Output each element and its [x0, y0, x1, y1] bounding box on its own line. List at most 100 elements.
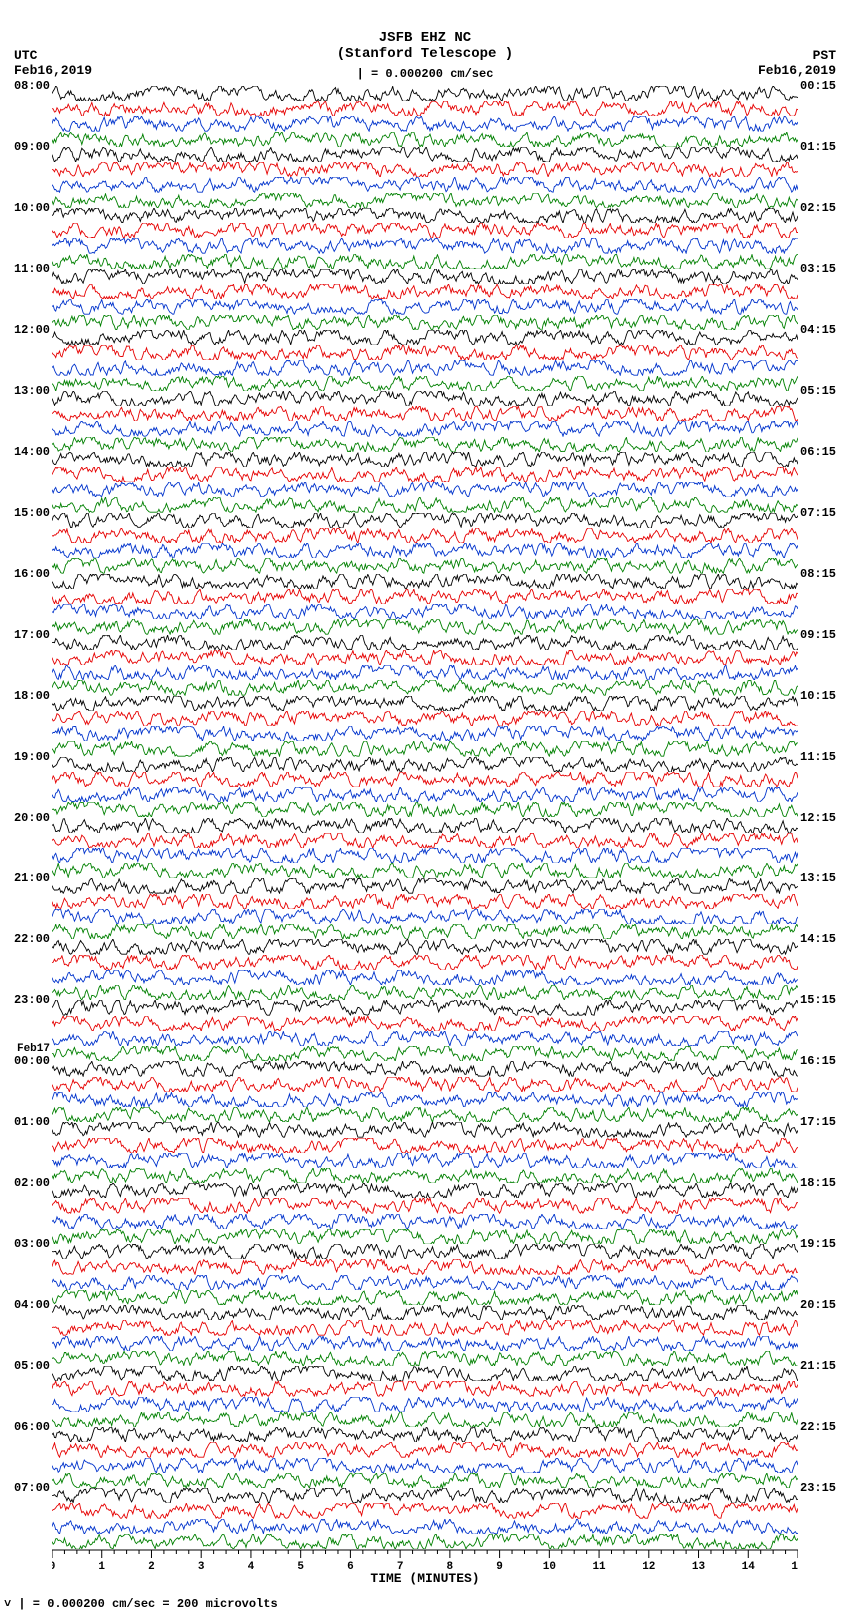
trace-row — [52, 955, 798, 970]
svg-text:5: 5 — [297, 1561, 304, 1571]
trace-row — [52, 254, 798, 269]
utc-hour-label: 20:00 — [14, 812, 50, 824]
trace-row — [52, 1168, 798, 1183]
trace-row — [52, 1320, 798, 1335]
trace-row — [52, 558, 798, 573]
utc-hour-label: 17:00 — [14, 629, 50, 641]
pst-hour-label: 21:15 — [800, 1360, 836, 1372]
trace-row — [52, 238, 798, 253]
utc-hour-label: 16:00 — [14, 568, 50, 580]
trace-row — [52, 391, 798, 406]
trace-row — [52, 1244, 798, 1259]
date-change-label: Feb17 — [17, 1043, 50, 1055]
svg-text:8: 8 — [447, 1561, 454, 1571]
pst-hour-label: 14:15 — [800, 933, 836, 945]
trace-row — [52, 1259, 798, 1274]
trace-row — [52, 1381, 798, 1396]
trace-row — [52, 1427, 798, 1442]
trace-row — [52, 894, 798, 909]
pst-hour-label: 19:15 — [800, 1238, 836, 1250]
utc-block: UTC Feb16,2019 — [14, 48, 92, 78]
trace-row — [52, 1077, 798, 1092]
trace-row — [52, 101, 798, 116]
trace-row — [52, 177, 798, 192]
utc-hour-label: 06:00 — [14, 1421, 50, 1433]
trace-row — [52, 162, 798, 177]
trace-row — [52, 696, 798, 711]
trace-row — [52, 741, 798, 756]
utc-hour-label: 23:00 — [14, 994, 50, 1006]
utc-hour-label: 02:00 — [14, 1177, 50, 1189]
trace-row — [52, 1290, 798, 1305]
trace-row — [52, 208, 798, 223]
trace-row — [52, 543, 798, 558]
trace-row — [52, 1046, 798, 1061]
trace-row — [52, 1503, 798, 1518]
svg-text:6: 6 — [347, 1561, 354, 1571]
pst-hour-label: 16:15 — [800, 1055, 836, 1067]
trace-row — [52, 223, 798, 238]
utc-hour-label: 07:00 — [14, 1482, 50, 1494]
svg-text:4: 4 — [248, 1561, 255, 1571]
pst-hour-label: 07:15 — [800, 507, 836, 519]
trace-row — [52, 284, 798, 299]
footer-scale: ˅ | = 0.000200 cm/sec = 200 microvolts — [4, 1597, 278, 1611]
trace-row — [52, 116, 798, 131]
trace-row — [52, 269, 798, 284]
svg-text:10: 10 — [543, 1561, 556, 1571]
utc-date: Feb16,2019 — [14, 63, 92, 78]
trace-row — [52, 665, 798, 680]
trace-row — [52, 1000, 798, 1015]
trace-row — [52, 437, 798, 452]
utc-hour-label: 13:00 — [14, 385, 50, 397]
svg-text:11: 11 — [592, 1561, 606, 1571]
pst-hour-label: 06:15 — [800, 446, 836, 458]
svg-text:15: 15 — [791, 1561, 798, 1571]
svg-text:1: 1 — [98, 1561, 105, 1571]
traces-container — [52, 86, 798, 1549]
pst-hour-label: 13:15 — [800, 872, 836, 884]
trace-row — [52, 1092, 798, 1107]
trace-row — [52, 604, 798, 619]
utc-hour-label: 22:00 — [14, 933, 50, 945]
utc-hour-label: 08:00 — [14, 80, 50, 92]
scale-note: | = 0.000200 cm/sec — [337, 66, 513, 82]
trace-row — [52, 650, 798, 665]
trace-row — [52, 1275, 798, 1290]
trace-row — [52, 345, 798, 360]
trace-row — [52, 985, 798, 1000]
trace-row — [52, 1412, 798, 1427]
trace-row — [52, 1214, 798, 1229]
trace-row — [52, 711, 798, 726]
svg-text:3: 3 — [198, 1561, 205, 1571]
pst-hour-label: 03:15 — [800, 263, 836, 275]
trace-row — [52, 1351, 798, 1366]
trace-row — [52, 497, 798, 512]
trace-row — [52, 1458, 798, 1473]
trace-row — [52, 193, 798, 208]
trace-row — [52, 1153, 798, 1168]
trace-row — [52, 1138, 798, 1153]
trace-row — [52, 1397, 798, 1412]
utc-hour-label: 05:00 — [14, 1360, 50, 1372]
trace-row — [52, 1107, 798, 1122]
trace-row — [52, 1016, 798, 1031]
utc-hour-label: 09:00 — [14, 141, 50, 153]
utc-hour-label: 11:00 — [14, 263, 50, 275]
trace-row — [52, 1305, 798, 1320]
trace-row — [52, 299, 798, 314]
trace-row — [52, 528, 798, 543]
utc-hour-label: 14:00 — [14, 446, 50, 458]
pst-hour-label: 08:15 — [800, 568, 836, 580]
trace-row — [52, 406, 798, 421]
utc-hour-label: 19:00 — [14, 751, 50, 763]
location-line: (Stanford Telescope ) — [337, 46, 513, 62]
utc-hour-label: 15:00 — [14, 507, 50, 519]
x-axis-ruler: 0123456789101112131415 — [52, 1549, 798, 1571]
trace-row — [52, 1336, 798, 1351]
trace-row — [52, 1061, 798, 1076]
trace-row — [52, 1229, 798, 1244]
pst-hour-label: 02:15 — [800, 202, 836, 214]
utc-label: UTC — [14, 48, 92, 63]
trace-row — [52, 421, 798, 436]
